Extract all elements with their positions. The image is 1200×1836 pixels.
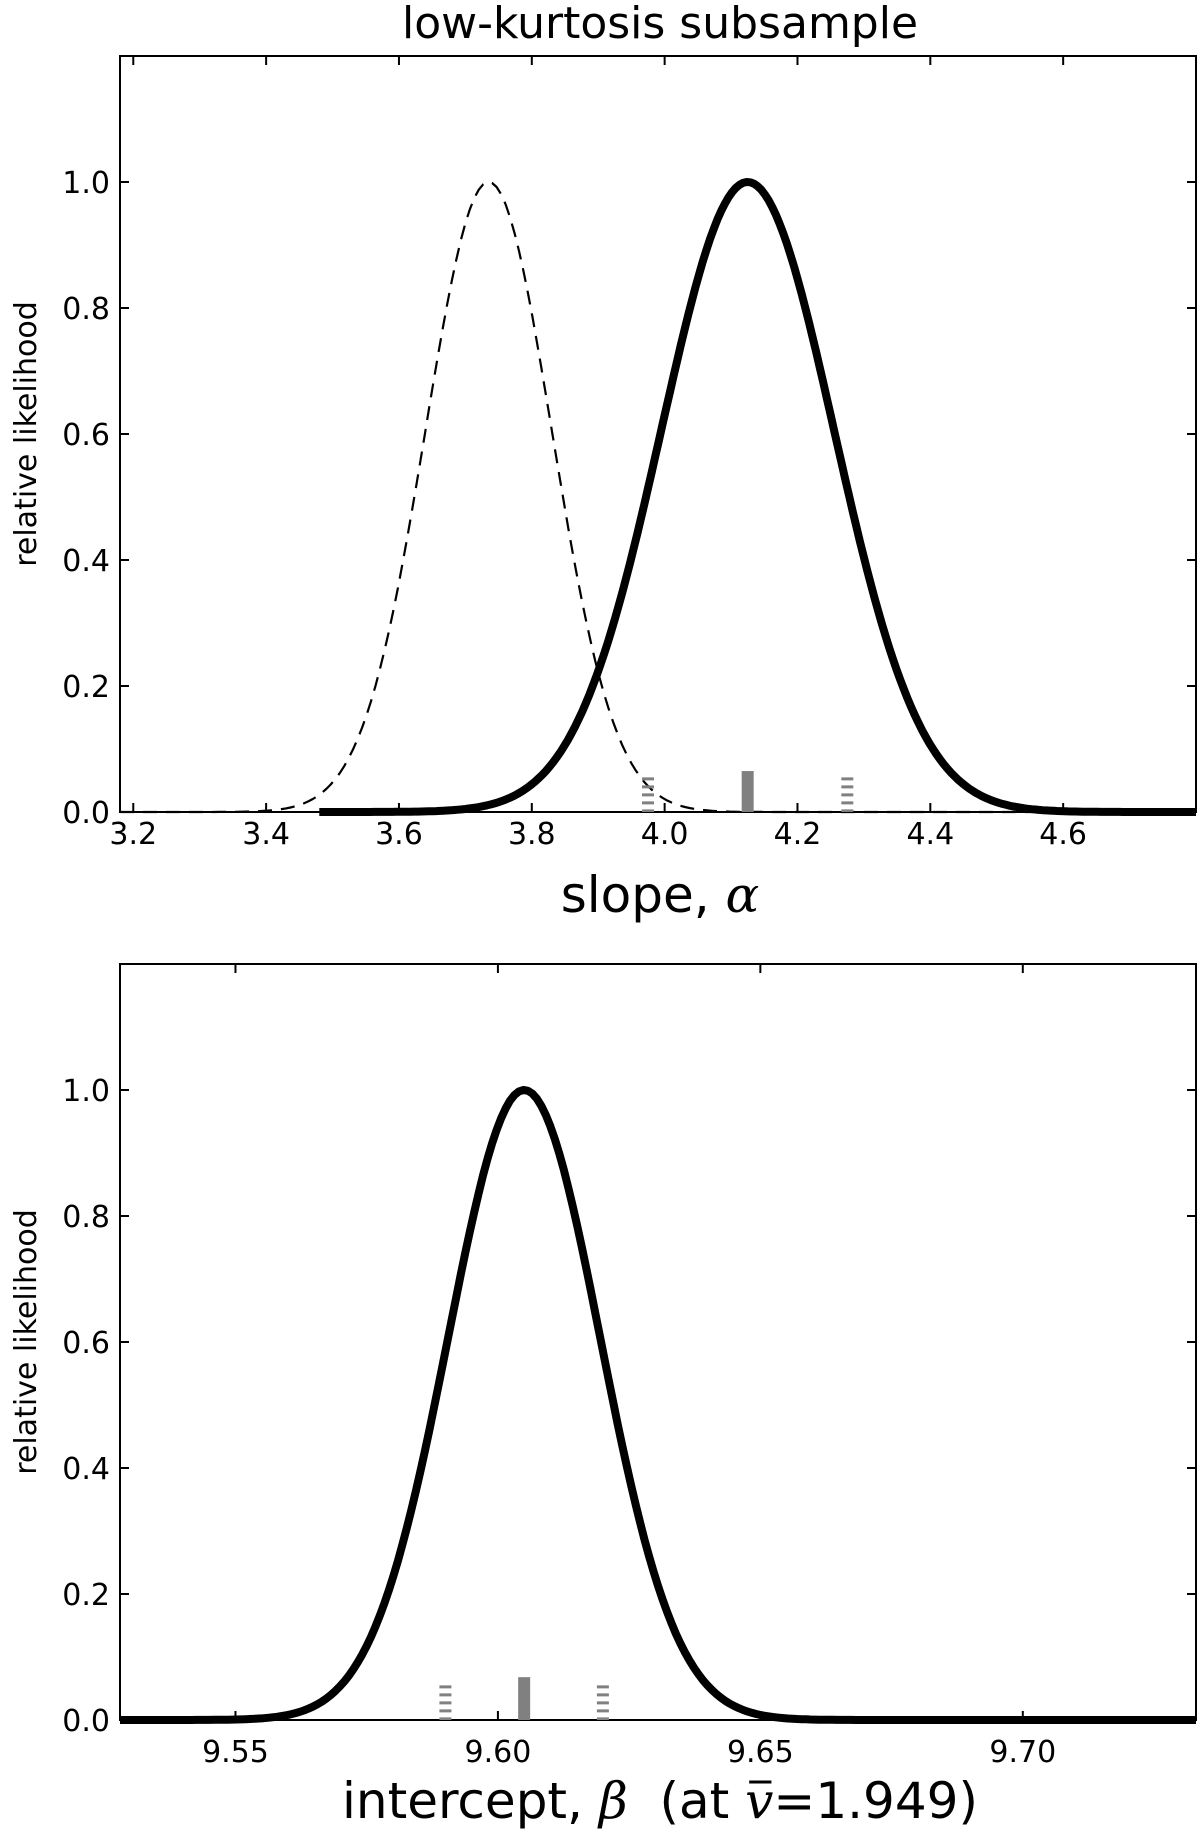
y-tick-label: 0.0 bbox=[62, 1704, 110, 1739]
y-tick-label: 0.2 bbox=[62, 670, 110, 705]
x-axis-label: intercept, β (at v=1.949) bbox=[342, 1772, 978, 1830]
y-tick-label: 0.0 bbox=[62, 796, 110, 831]
y-axis-label: relative likelihood bbox=[9, 301, 44, 567]
x-tick-label: 4.2 bbox=[774, 817, 822, 852]
x-tick-label: 3.8 bbox=[508, 817, 556, 852]
likelihood-curve-dashed bbox=[120, 181, 1196, 814]
x-tick-label: 3.2 bbox=[109, 817, 157, 852]
y-tick-label: 1.0 bbox=[62, 1074, 110, 1109]
estimate-marker bbox=[518, 1677, 531, 1720]
chart-title: low-kurtosis subsample bbox=[402, 0, 918, 49]
likelihood-curve bbox=[120, 1086, 1196, 1724]
y-axis-label: relative likelihood bbox=[9, 1209, 44, 1475]
x-tick-label: 3.4 bbox=[242, 817, 290, 852]
slope-panel: low-kurtosis subsample 0.0 0.2 0.4 0.6 0.8 1.… bbox=[9, 0, 1197, 924]
x-axis-label: slope, α bbox=[561, 866, 760, 924]
intercept-panel: 0.0 0.2 0.4 0.6 0.8 1.0 9.55 9.60 9.65 9.70 relat… bbox=[9, 963, 1197, 1830]
y-tick-label: 0.4 bbox=[62, 544, 110, 579]
y-tick-label: 0.6 bbox=[62, 418, 110, 453]
x-tick-label: 9.60 bbox=[465, 1735, 532, 1770]
likelihood-curve bbox=[318, 178, 1197, 816]
x-tick-label: 9.70 bbox=[989, 1735, 1056, 1770]
estimate-marker bbox=[741, 771, 754, 812]
y-tick-label: 0.8 bbox=[62, 292, 110, 327]
x-tick-label: 4.6 bbox=[1039, 817, 1087, 852]
plot-area: 0.0 0.2 0.4 0.6 0.8 1.0 9.55 9.60 9.65 9.70 bbox=[62, 964, 1196, 1770]
x-tick-label: 3.6 bbox=[375, 817, 423, 852]
y-tick-label: 1.0 bbox=[62, 166, 110, 201]
alpha-symbol: α bbox=[726, 866, 760, 924]
y-tick-label: 0.2 bbox=[62, 1578, 110, 1613]
y-tick-label: 0.6 bbox=[62, 1326, 110, 1361]
plot-frame bbox=[119, 963, 1197, 1721]
y-tick-label: 0.4 bbox=[62, 1452, 110, 1487]
x-tick-label: 4.0 bbox=[641, 817, 689, 852]
x-tick-label: 4.4 bbox=[906, 817, 954, 852]
y-tick-label: 0.8 bbox=[62, 1200, 110, 1235]
beta-symbol: β bbox=[597, 1772, 628, 1830]
plot-area: 0.0 0.2 0.4 0.6 0.8 1.0 3.2 3.4 3.6 3.8 4.0 4.2 4.4 4… bbox=[62, 56, 1197, 852]
x-tick-label: 9.65 bbox=[727, 1735, 794, 1770]
x-tick-label: 9.55 bbox=[202, 1735, 269, 1770]
